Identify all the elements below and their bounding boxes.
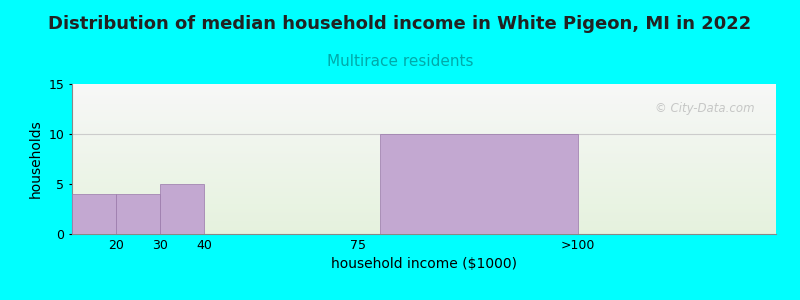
Bar xyxy=(380,134,578,234)
Text: © City-Data.com: © City-Data.com xyxy=(655,102,755,115)
Text: Distribution of median household income in White Pigeon, MI in 2022: Distribution of median household income … xyxy=(48,15,752,33)
Bar xyxy=(72,194,116,234)
X-axis label: household income ($1000): household income ($1000) xyxy=(331,257,517,272)
Bar xyxy=(116,194,160,234)
Bar xyxy=(160,184,204,234)
Y-axis label: households: households xyxy=(29,120,43,198)
Text: Multirace residents: Multirace residents xyxy=(326,54,474,69)
